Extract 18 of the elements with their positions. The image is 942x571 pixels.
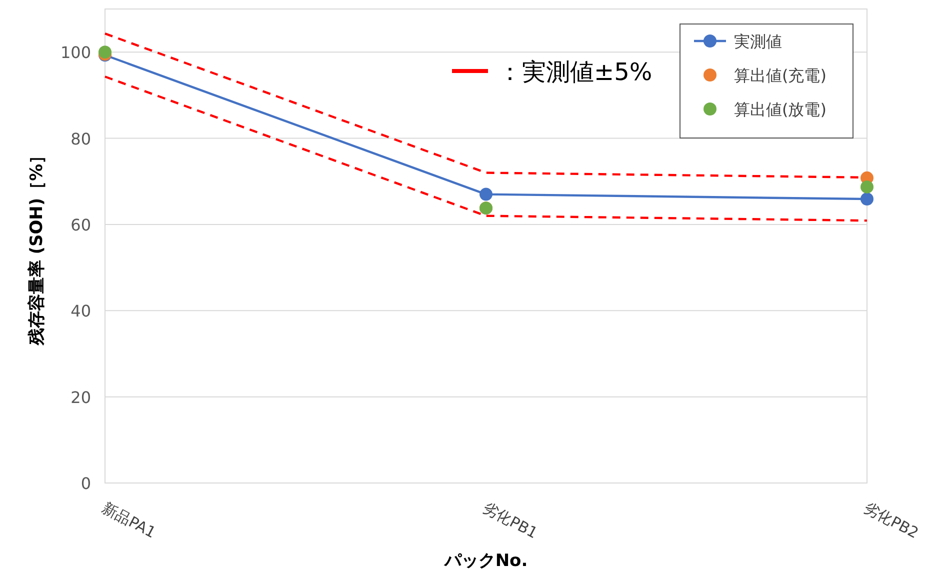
y-tick-label: 40 (70, 302, 91, 321)
point (860, 180, 874, 194)
y-tick-label: 0 (80, 474, 91, 493)
y-tick-label: 80 (70, 129, 91, 148)
x-tick-label: 新品PA1 (99, 498, 159, 542)
legend-label: 実測値 (734, 32, 782, 51)
y-tick-label: 20 (70, 388, 91, 407)
legend-label: 算出値(放電) (734, 100, 826, 119)
point (860, 192, 874, 206)
x-tick-label: 劣化PB2 (861, 498, 922, 542)
legend-label: 算出値(充電) (734, 66, 826, 85)
point (480, 188, 492, 201)
y-tick-label: 60 (70, 215, 91, 234)
legend-label: ：実測値±5% (498, 58, 652, 86)
y-axis-title: 残存容量率 (SOH)［%］ (27, 146, 47, 346)
x-axis-title: パックNo. (443, 551, 528, 571)
x-tick-label: 劣化PB1 (480, 498, 541, 542)
y-tick-label: 100 (60, 43, 91, 62)
